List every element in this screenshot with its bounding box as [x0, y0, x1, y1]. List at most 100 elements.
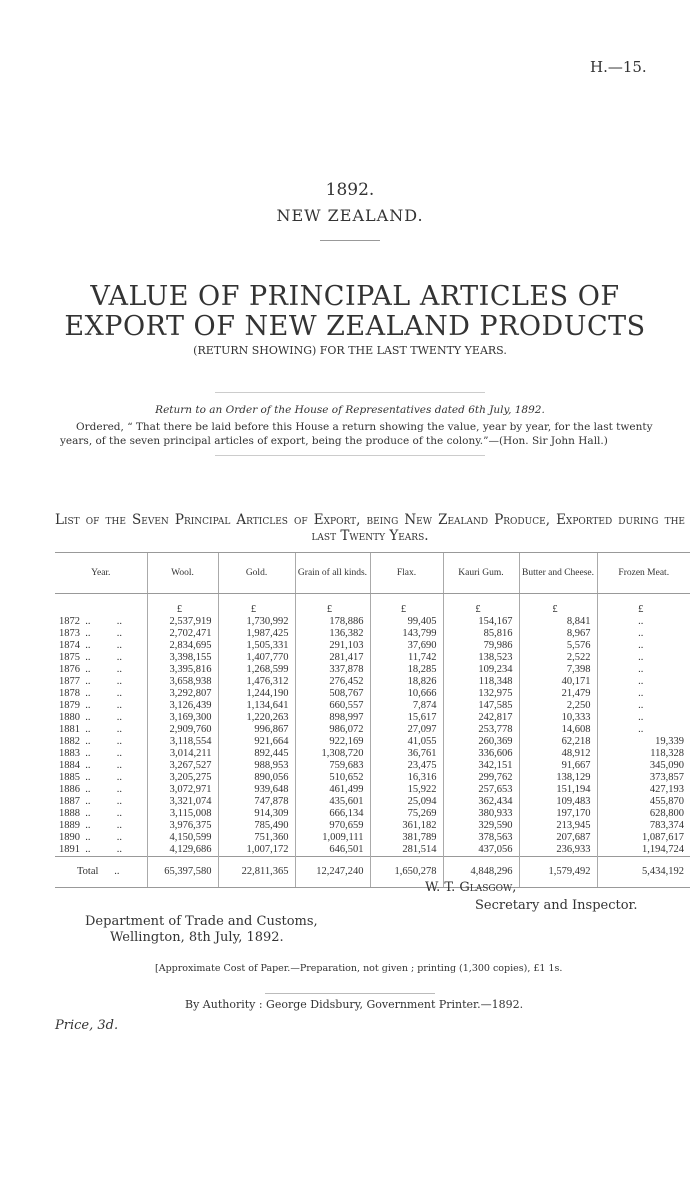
table-header-row: Year. Wool. Gold. Grain of all kinds. Flax. K… [55, 552, 690, 594]
value-cell: 1,087,617 [596, 832, 690, 844]
value-cell: 21,479 [518, 688, 597, 700]
value-cell: 1,244,190 [217, 688, 295, 700]
value-cell: 337,878 [294, 664, 370, 676]
year-cell: 1878 .. .. [59, 688, 122, 699]
year-label: 1880 [59, 712, 80, 723]
value-cell: 329,590 [442, 820, 519, 832]
value-cell: 281,417 [294, 652, 370, 664]
signatory-name: W. T. Glasgow, [425, 880, 516, 895]
value-cell: 7,398 [518, 664, 597, 676]
value-cell: 939,648 [217, 784, 295, 796]
value-cell: 2,702,471 [146, 628, 218, 640]
total-cell: 1,579,492 [518, 856, 597, 888]
exports-table: Year. Wool. Gold. Grain of all kinds. Flax. K… [55, 552, 690, 888]
value-cell: 118,328 [596, 748, 690, 760]
value-cell: 1,476,312 [217, 676, 295, 688]
table-row: 1872 .. .. 2,537,919 1,730,992 178,886 99,40… [55, 616, 690, 628]
column-header: Kauri Gum. [442, 552, 519, 594]
value-cell: 921,664 [217, 736, 295, 748]
return-note: Return to an Order of the House of Repre… [155, 404, 545, 416]
value-cell: 7,874 [369, 700, 443, 712]
year-label: 1888 [59, 808, 80, 819]
value-cell: 747,878 [217, 796, 295, 808]
year-label: 1872 [59, 616, 80, 627]
total-label: Total .. [55, 856, 147, 888]
department-date: Wellington, 8th July, 1892. [110, 930, 284, 945]
year-label: 1873 [59, 628, 80, 639]
value-cell: .. [596, 724, 690, 736]
column-header: Wool. [146, 552, 218, 594]
value-cell: 1,268,599 [217, 664, 295, 676]
value-cell: 898,997 [294, 712, 370, 724]
value-cell: 18,826 [369, 676, 443, 688]
value-cell: 197,170 [518, 808, 597, 820]
order-paragraph: Ordered, “ That there be laid before thi… [60, 421, 653, 447]
unit-cell: £ [217, 593, 295, 616]
value-cell: 154,167 [442, 616, 519, 628]
value-cell: 666,134 [294, 808, 370, 820]
value-cell: 437,056 [442, 844, 519, 857]
value-cell: 1,134,641 [217, 700, 295, 712]
value-cell: 3,398,155 [146, 652, 218, 664]
value-cell: 2,522 [518, 652, 597, 664]
value-cell: 147,585 [442, 700, 519, 712]
value-cell: 342,151 [442, 760, 519, 772]
value-cell: 276,452 [294, 676, 370, 688]
year-cell: 1874 .. .. [59, 640, 122, 651]
value-cell: 15,617 [369, 712, 443, 724]
value-cell: 380,933 [442, 808, 519, 820]
table-row: 1875 .. .. 3,398,155 1,407,770 281,417 11,74… [55, 652, 690, 664]
column-header: Flax. [369, 552, 443, 594]
value-cell: 138,523 [442, 652, 519, 664]
value-cell: 91,667 [518, 760, 597, 772]
value-cell: 99,405 [369, 616, 443, 628]
value-cell: 143,799 [369, 628, 443, 640]
document-year: 1892. [325, 180, 375, 200]
value-cell: 508,767 [294, 688, 370, 700]
document-subtitle: (RETURN SHOWING) FOR THE LAST TWENTY YEA… [193, 344, 507, 357]
value-cell: 988,953 [217, 760, 295, 772]
table-row: 1886 .. .. 3,072,971 939,648 461,499 15,922 2… [55, 784, 690, 796]
value-cell: 18,285 [369, 664, 443, 676]
year-label: 1887 [59, 796, 80, 807]
value-cell: 118,348 [442, 676, 519, 688]
value-cell: .. [596, 676, 690, 688]
document-title: VALUE OF PRINCIPAL ARTICLES OF EXPORT OF… [64, 281, 646, 342]
table-row: 1883 .. .. 3,014,211 892,445 1,308,720 36,76… [55, 748, 690, 760]
department-line: Department of Trade and Customs, [85, 914, 318, 929]
year-label: 1875 [59, 652, 80, 663]
value-cell: 646,501 [294, 844, 370, 857]
value-cell: 373,857 [596, 772, 690, 784]
value-cell: 25,094 [369, 796, 443, 808]
table-row: 1881 .. .. 2,909,760 996,867 986,072 27,097 2… [55, 724, 690, 736]
value-cell: 381,789 [369, 832, 443, 844]
value-cell: 4,150,599 [146, 832, 218, 844]
year-cell: 1872 .. .. [59, 616, 122, 627]
table-row: 1878 .. .. 3,292,807 1,244,190 508,767 10,66… [55, 688, 690, 700]
value-cell: 890,056 [217, 772, 295, 784]
year-cell: 1886 .. .. [59, 784, 122, 795]
value-cell: 3,395,816 [146, 664, 218, 676]
value-cell: 8,967 [518, 628, 597, 640]
value-cell: 1,407,770 [217, 652, 295, 664]
value-cell: 3,976,375 [146, 820, 218, 832]
value-cell: 751,360 [217, 832, 295, 844]
year-cell: 1887 .. .. [59, 796, 122, 807]
value-cell: .. [596, 700, 690, 712]
year-cell: 1873 .. .. [59, 628, 122, 639]
value-cell: 178,886 [294, 616, 370, 628]
table-row: 1882 .. .. 3,118,554 921,664 922,169 41,055 2… [55, 736, 690, 748]
value-cell: 3,267,527 [146, 760, 218, 772]
divider [320, 240, 380, 241]
year-cell: 1890 .. .. [59, 832, 122, 843]
unit-cell: £ [146, 593, 218, 616]
value-cell: 1,730,992 [217, 616, 295, 628]
signatory-name-text: W. T. Glasgow, [425, 880, 517, 895]
value-cell: 10,333 [518, 712, 597, 724]
value-cell: 5,576 [518, 640, 597, 652]
total-cell: 12,247,240 [294, 856, 370, 888]
value-cell: 1,194,724 [596, 844, 690, 857]
year-cell: 1885 .. .. [59, 772, 122, 783]
value-cell: .. [596, 616, 690, 628]
